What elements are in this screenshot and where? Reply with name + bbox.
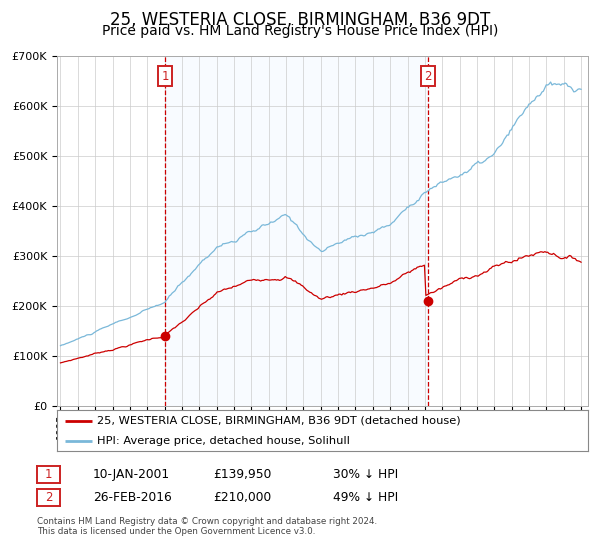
Text: 26-FEB-2016: 26-FEB-2016 [93,491,172,504]
Text: 10-JAN-2001: 10-JAN-2001 [93,468,170,482]
Text: 49% ↓ HPI: 49% ↓ HPI [333,491,398,504]
Text: Price paid vs. HM Land Registry's House Price Index (HPI): Price paid vs. HM Land Registry's House … [102,24,498,38]
Bar [165,56,428,406]
Text: 30% ↓ HPI: 30% ↓ HPI [333,468,398,482]
Text: £210,000: £210,000 [213,491,271,504]
Text: HPI: Average price, detached house, Solihull: HPI: Average price, detached house, Soli… [97,436,350,446]
Text: 2: 2 [45,491,52,504]
Text: £139,950: £139,950 [213,468,271,482]
Text: 25, WESTERIA CLOSE, BIRMINGHAM, B36 9DT (detached house): 25, WESTERIA CLOSE, BIRMINGHAM, B36 9DT … [97,416,460,426]
Text: 2: 2 [424,70,431,83]
Text: 25, WESTERIA CLOSE, BIRMINGHAM, B36 9DT: 25, WESTERIA CLOSE, BIRMINGHAM, B36 9DT [110,11,490,29]
Text: This data is licensed under the Open Government Licence v3.0.: This data is licensed under the Open Gov… [37,528,316,536]
Text: Contains HM Land Registry data © Crown copyright and database right 2024.: Contains HM Land Registry data © Crown c… [37,517,377,526]
Text: 1: 1 [45,468,52,482]
Text: 1: 1 [161,70,169,83]
